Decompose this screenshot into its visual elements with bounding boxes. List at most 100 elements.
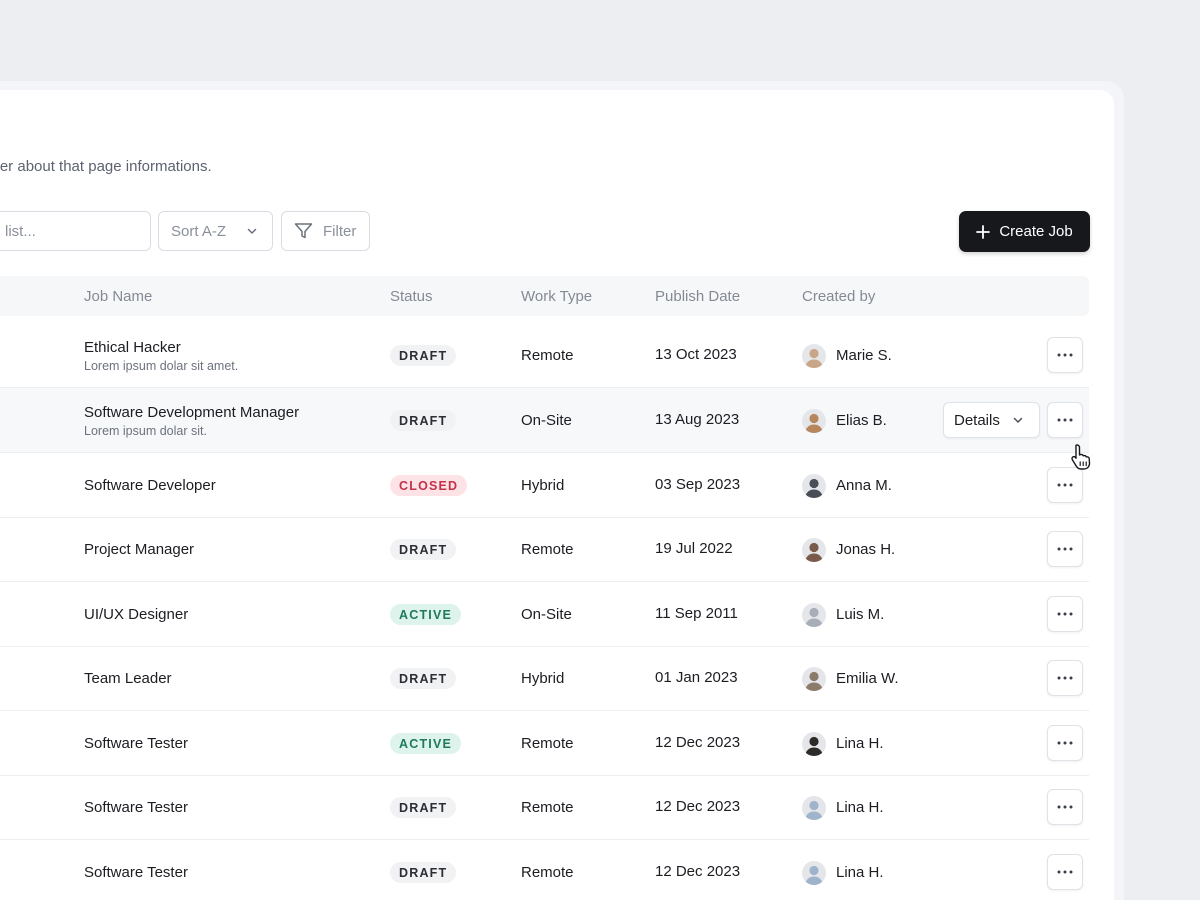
status-badge: DRAFT: [390, 539, 457, 560]
job-description: Lorem ipsum dolar sit amet.: [84, 359, 239, 373]
publish-date: 01 Jan 2023: [655, 669, 738, 686]
more-options-button[interactable]: [1047, 467, 1083, 503]
job-name: Team Leader: [84, 670, 172, 687]
column-header-status[interactable]: Status: [390, 288, 433, 305]
created-by: Jonas H.: [836, 541, 896, 558]
avatar: [802, 344, 826, 368]
user-avatar-icon: [802, 796, 826, 820]
create-job-button[interactable]: Create Job: [959, 211, 1090, 252]
hand-cursor-icon: [1071, 444, 1091, 470]
more-dots-icon: [1057, 547, 1073, 551]
avatar: [802, 796, 826, 820]
filter-label: Filter: [323, 222, 357, 240]
work-type: On-Site: [521, 412, 572, 429]
column-header-work-type[interactable]: Work Type: [521, 288, 593, 305]
publish-date: 13 Aug 2023: [655, 411, 740, 428]
avatar: [802, 603, 826, 627]
avatar: [802, 732, 826, 756]
plus-icon: [976, 224, 991, 239]
created-by: Lina H.: [836, 799, 884, 816]
table-row[interactable]: Ethical Hacker Lorem ipsum dolar sit amet…: [0, 323, 1089, 388]
filter-icon: [294, 223, 313, 239]
user-avatar-icon: [802, 538, 826, 562]
job-name: Ethical Hacker: [84, 339, 181, 356]
sort-dropdown[interactable]: Sort A-Z: [158, 211, 273, 251]
status-badge: DRAFT: [390, 797, 457, 818]
publish-date: 03 Sep 2023: [655, 476, 741, 493]
status-badge: DRAFT: [390, 410, 457, 431]
column-header-created-by[interactable]: Created by: [802, 288, 876, 305]
publish-date: 12 Dec 2023: [655, 798, 741, 815]
avatar: [802, 538, 826, 562]
avatar: [802, 409, 826, 433]
job-name: Software Developer: [84, 477, 216, 494]
more-options-button[interactable]: [1047, 596, 1083, 632]
column-header-publish-date[interactable]: Publish Date: [655, 288, 741, 305]
work-type: Remote: [521, 347, 574, 364]
table-row[interactable]: UI/UX Designer ACTIVE On-Site 11 Sep 2011 L…: [0, 582, 1089, 647]
status-badge: ACTIVE: [390, 733, 462, 754]
table-row[interactable]: Software Tester ACTIVE Remote 12 Dec 2023 L…: [0, 711, 1089, 776]
more-options-button[interactable]: [1047, 789, 1083, 825]
job-name: UI/UX Designer: [84, 606, 189, 623]
user-avatar-icon: [802, 344, 826, 368]
table-row[interactable]: Software Developer CLOSED Hybrid 03 Sep 202…: [0, 453, 1089, 518]
sort-label: Sort A-Z: [171, 222, 227, 240]
job-description: Lorem ipsum dolar sit.: [84, 424, 207, 438]
table-header: [0, 276, 1089, 316]
more-options-button[interactable]: [1047, 854, 1083, 890]
user-avatar-icon: [802, 409, 826, 433]
job-name: Software Tester: [84, 864, 188, 881]
more-dots-icon: [1057, 353, 1073, 357]
chevron-down-icon: [1013, 417, 1023, 423]
more-options-button[interactable]: [1047, 402, 1083, 438]
publish-date: 11 Sep 2011: [655, 605, 738, 622]
created-by: Lina H.: [836, 735, 884, 752]
more-options-button[interactable]: [1047, 531, 1083, 567]
details-label: Details: [954, 411, 1000, 429]
avatar: [802, 474, 826, 498]
work-type: Hybrid: [521, 670, 565, 687]
created-by: Luis M.: [836, 606, 885, 623]
more-dots-icon: [1057, 483, 1073, 487]
more-dots-icon: [1057, 741, 1073, 745]
work-type: On-Site: [521, 606, 572, 623]
work-type: Remote: [521, 541, 574, 558]
status-badge: DRAFT: [390, 862, 457, 883]
chevron-down-icon: [247, 228, 257, 234]
created-by: Lina H.: [836, 864, 884, 881]
more-dots-icon: [1057, 418, 1073, 422]
filter-button[interactable]: Filter: [281, 211, 370, 251]
created-by: Elias B.: [836, 412, 887, 429]
search-input[interactable]: list...: [0, 211, 151, 251]
status-badge: ACTIVE: [390, 604, 462, 625]
create-job-label: Create Job: [999, 223, 1073, 240]
avatar: [802, 667, 826, 691]
more-dots-icon: [1057, 870, 1073, 874]
more-options-button[interactable]: [1047, 660, 1083, 696]
user-avatar-icon: [802, 667, 826, 691]
status-badge: DRAFT: [390, 668, 457, 689]
search-placeholder: list...: [5, 222, 36, 240]
user-avatar-icon: [802, 861, 826, 885]
details-dropdown[interactable]: Details: [943, 402, 1040, 438]
column-header-job-name[interactable]: Job Name: [84, 288, 153, 305]
created-by: Anna M.: [836, 477, 892, 494]
publish-date: 19 Jul 2022: [655, 540, 733, 557]
user-avatar-icon: [802, 603, 826, 627]
publish-date: 12 Dec 2023: [655, 863, 741, 880]
job-name: Software Tester: [84, 799, 188, 816]
more-options-button[interactable]: [1047, 725, 1083, 761]
table-row[interactable]: Project Manager DRAFT Remote 19 Jul 2022 Jo…: [0, 517, 1089, 582]
status-badge: CLOSED: [390, 475, 468, 496]
job-name: Software Development Manager: [84, 404, 300, 421]
created-by: Emilia W.: [836, 670, 899, 687]
work-type: Remote: [521, 735, 574, 752]
more-options-button[interactable]: [1047, 337, 1083, 373]
work-type: Remote: [521, 864, 574, 881]
job-name: Software Tester: [84, 735, 188, 752]
